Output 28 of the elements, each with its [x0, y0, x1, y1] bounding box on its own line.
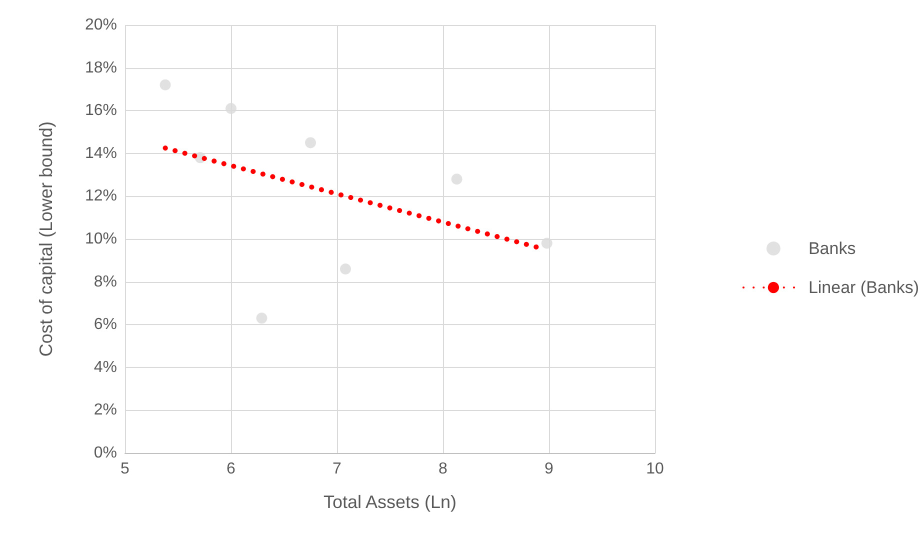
y-tick-label: 16%	[84, 102, 117, 120]
x-tick-label: 6	[226, 460, 236, 478]
point	[451, 174, 462, 185]
point	[305, 137, 316, 148]
point	[160, 79, 171, 90]
x-tick-label: 8	[438, 460, 448, 478]
y-tick-label: 0%	[94, 444, 117, 462]
point	[541, 238, 552, 249]
y-tick-label: 12%	[84, 188, 117, 205]
point	[340, 263, 351, 274]
y-tick-label: 6%	[94, 316, 117, 334]
y-tick-label: 8%	[94, 273, 117, 290]
y-tick-label: 14%	[84, 144, 117, 162]
x-tick-label: 10	[646, 460, 664, 478]
x-axis-title: Total Assets (Ln)	[323, 492, 457, 512]
legend-label: Linear (Banks)	[808, 278, 920, 297]
point	[226, 102, 236, 114]
y-tick-label: 20%	[84, 16, 117, 34]
y-tick-label: 18%	[84, 59, 117, 76]
x-tick-label: 5	[120, 460, 130, 478]
y-tick-label: 10%	[84, 230, 117, 248]
y-tick-label: 2%	[94, 402, 117, 419]
x-tick-label: 7	[332, 460, 342, 478]
x-tick-label: 9	[544, 460, 554, 478]
y-tick-label: 4%	[94, 358, 117, 376]
point	[256, 312, 268, 324]
y-axis-title: Cost of capital (Lower bound)	[36, 121, 56, 357]
legend-label: Banks	[808, 239, 856, 258]
